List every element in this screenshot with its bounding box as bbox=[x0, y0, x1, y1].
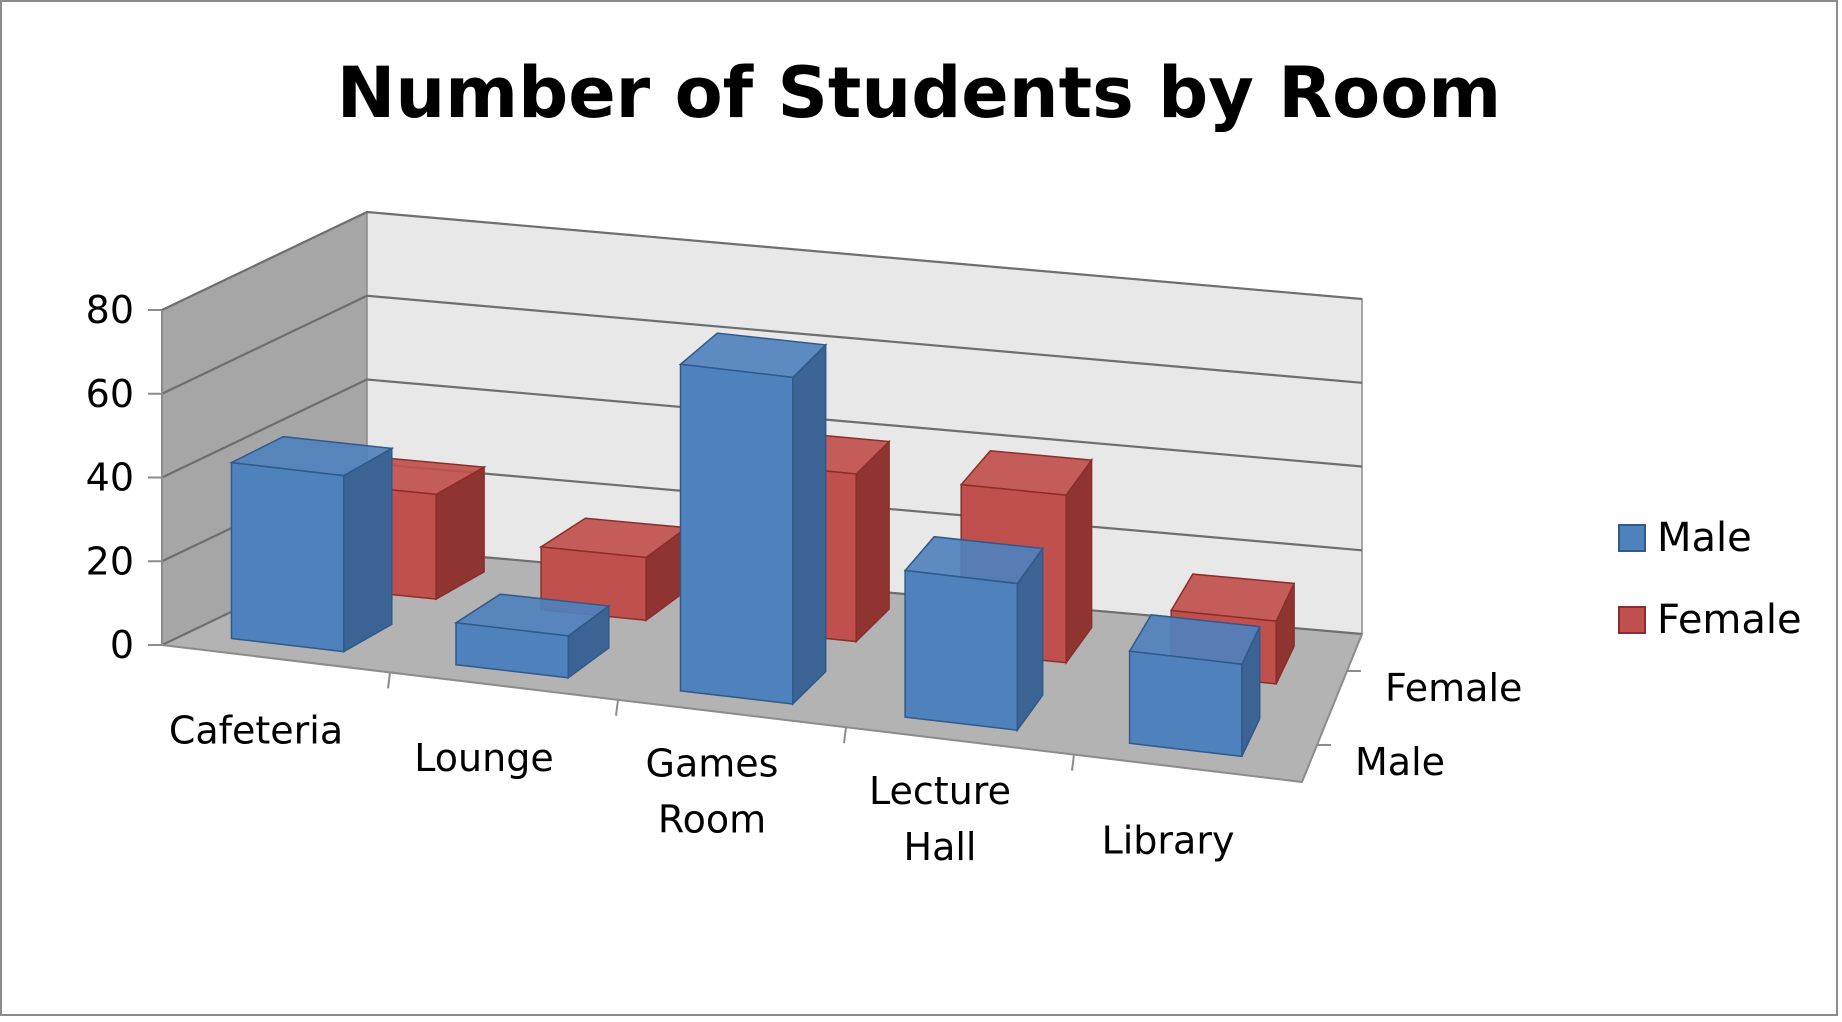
x-tick-label: Games bbox=[646, 742, 779, 786]
legend-label-male: Male bbox=[1657, 515, 1752, 561]
x-tick-mark bbox=[615, 699, 619, 716]
chart-title: Number of Students by Room bbox=[337, 52, 1502, 134]
x-tick-label: Cafeteria bbox=[169, 709, 343, 753]
y-tick-label: 60 bbox=[86, 372, 134, 416]
bar-female-lounge bbox=[538, 517, 689, 622]
x-tick-label: Lecture bbox=[869, 769, 1011, 813]
bar-male-library bbox=[1128, 614, 1261, 758]
x-tick-label: Room bbox=[658, 798, 766, 842]
depth-axis-ticks: Male Female bbox=[1317, 666, 1522, 784]
x-axis-ticks: Cafeteria Lounge Games Room Lecture Hall Libra… bbox=[169, 672, 1235, 869]
depth-tick-label: Male bbox=[1355, 740, 1445, 784]
legend: Male Female bbox=[1618, 515, 1802, 643]
y-tick-label: 0 bbox=[110, 623, 134, 667]
bar-male-cafeteria bbox=[228, 435, 395, 653]
bar-male-lounge bbox=[453, 593, 611, 680]
depth-axis-line bbox=[1301, 633, 1363, 783]
x-tick-mark bbox=[387, 672, 391, 689]
y-axis-ticks: 0 20 40 60 80 bbox=[86, 288, 162, 667]
x-tick-mark bbox=[843, 727, 847, 744]
legend-swatch-male bbox=[1618, 524, 1646, 552]
legend-label-female: Female bbox=[1657, 597, 1802, 643]
legend-swatch-female bbox=[1618, 606, 1646, 634]
depth-tick-label: Female bbox=[1385, 666, 1522, 710]
bar-male-games-room bbox=[678, 332, 828, 706]
bar-male-lecture-hall bbox=[903, 535, 1045, 733]
chart-bars bbox=[228, 332, 1296, 758]
x-tick-label: Library bbox=[1102, 818, 1235, 862]
x-axis-line bbox=[161, 644, 1303, 783]
y-tick-label: 20 bbox=[86, 539, 134, 583]
y-tick-label: 40 bbox=[86, 456, 134, 500]
gridline bbox=[161, 210, 1363, 311]
x-tick-label: Hall bbox=[904, 825, 977, 869]
gridline bbox=[161, 378, 1363, 479]
y-tick-label: 80 bbox=[86, 288, 134, 332]
gridline bbox=[161, 294, 1363, 395]
x-tick-label: Lounge bbox=[414, 736, 553, 780]
x-tick-mark bbox=[1071, 754, 1075, 771]
